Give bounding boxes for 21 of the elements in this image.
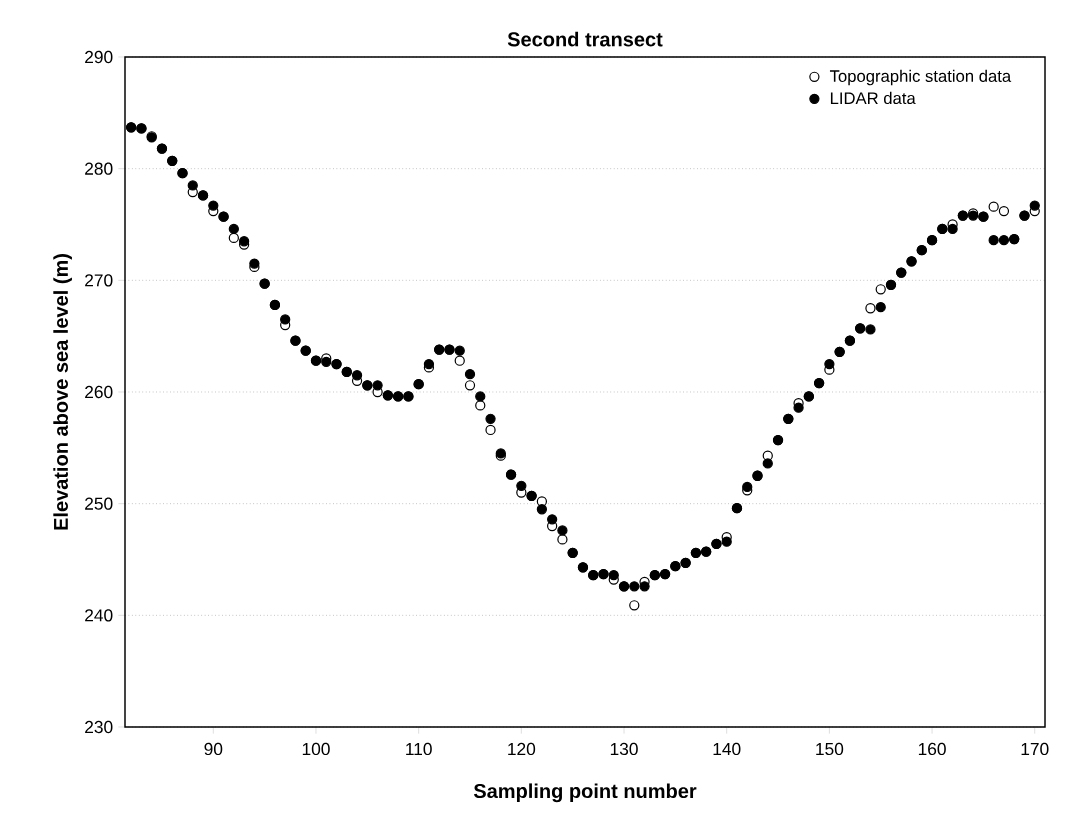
x-tick-label: 130: [610, 742, 638, 756]
y-tick-label: 270: [85, 274, 113, 287]
y-tick-label: 280: [85, 162, 113, 175]
x-axis-title: Sampling point number: [473, 783, 697, 803]
y-tick-label: 290: [85, 50, 113, 64]
y-tick-label: 230: [85, 720, 113, 734]
x-tick-label: 160: [918, 742, 946, 756]
legend-label: Topographic station data: [829, 69, 1012, 86]
x-tick-label: 90: [204, 742, 223, 756]
chart-title: Second transect: [507, 31, 663, 47]
x-tick-label: 150: [816, 742, 844, 756]
y-tick-label: 240: [85, 609, 113, 622]
x-tick-label: 170: [1021, 742, 1049, 756]
y-tick-label: 250: [85, 497, 113, 510]
y-axis-title: Elevation above sea level (m): [53, 254, 72, 530]
x-tick-label: 120: [508, 742, 536, 756]
x-tick-label: 110: [406, 742, 432, 756]
legend-label: LIDAR data: [830, 91, 916, 105]
y-tick-label: 260: [85, 385, 113, 399]
x-tick-label: 100: [302, 742, 330, 756]
x-tick-label: 140: [713, 742, 741, 756]
